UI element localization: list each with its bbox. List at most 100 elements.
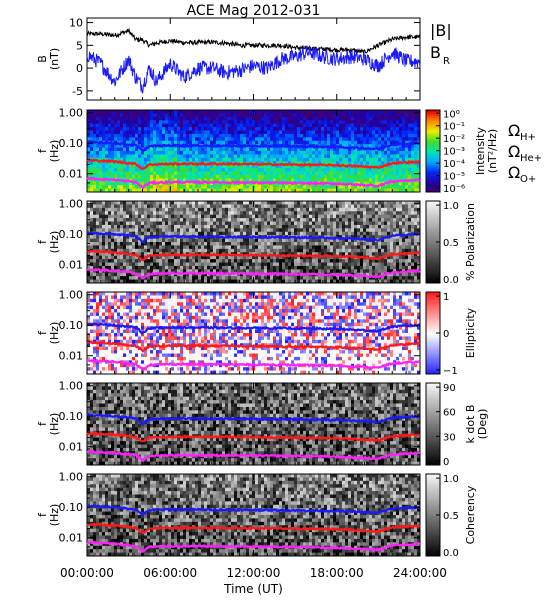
spectrogram-cell (207, 154, 211, 159)
spectrogram-cell (303, 279, 307, 284)
spectrogram-cell (222, 214, 226, 219)
spectrogram-cell (234, 154, 238, 159)
spectrogram-cell (147, 255, 151, 260)
spectrogram-cell (405, 137, 409, 142)
spectrogram-cell (186, 123, 190, 128)
spectrogram-cell (156, 110, 160, 114)
spectrogram-cell (222, 171, 226, 176)
spectrogram-cell (207, 171, 211, 176)
spectrogram-cell (324, 214, 328, 219)
spectrogram-cell (261, 269, 265, 274)
spectrogram-cell (240, 272, 244, 277)
spectrogram-cell (213, 168, 217, 172)
spectrogram-cell (393, 116, 397, 121)
spectrogram-cell (240, 201, 244, 205)
spectrogram-cell (312, 140, 316, 145)
spectrogram-cell (171, 214, 175, 219)
spectrogram-cell (120, 248, 124, 253)
spectrogram-cell (291, 123, 295, 128)
spectrogram-cell (216, 276, 220, 280)
spectrogram-cell (126, 218, 130, 222)
spectrogram-cell (204, 188, 208, 193)
spectrogram-cell (321, 221, 325, 226)
spectrogram-cell (225, 207, 229, 212)
spectrogram-cell (189, 116, 193, 121)
spectrogram-cell (246, 113, 250, 118)
spectrogram-cell (309, 218, 313, 222)
spectrogram-cell (330, 164, 334, 169)
spectrogram-cell (318, 224, 322, 229)
spectrogram-cell (249, 269, 253, 274)
spectrogram-cell (111, 174, 115, 179)
spectrogram-cell (93, 116, 97, 121)
spectrogram-cell (228, 137, 232, 142)
spectrogram-cell (156, 245, 160, 250)
spectrogram-cell (153, 211, 157, 216)
colorbar-segment (426, 124, 440, 127)
spectrogram-cell (165, 211, 169, 216)
spectrogram-cell (102, 242, 106, 246)
spectrogram-cell (417, 120, 421, 125)
spectrogram-cell (210, 116, 214, 121)
spectrogram-cell (342, 245, 346, 250)
spectrogram-cell (90, 151, 94, 155)
spectrogram-cell (222, 113, 226, 118)
spectrogram-cell (315, 157, 319, 162)
spectrogram-cell (315, 252, 319, 257)
spectrogram-cell (258, 113, 262, 118)
spectrogram-cell (279, 276, 283, 280)
spectrogram-cell (171, 218, 175, 222)
spectrogram-cell (318, 171, 322, 176)
spectrogram-cell (315, 168, 319, 172)
spectrogram-cell (102, 201, 106, 205)
spectrogram-cell (111, 218, 115, 222)
spectrogram-cell (321, 147, 325, 152)
spectrogram-cell (108, 218, 112, 222)
spectrogram-cell (297, 164, 301, 169)
spectrogram-cell (189, 269, 193, 274)
spectrogram-cell (90, 204, 94, 209)
spectrogram-cell (381, 130, 385, 135)
spectrogram-cell (315, 279, 319, 284)
spectrogram-cell (312, 171, 316, 176)
spectrogram-cell (306, 218, 310, 222)
spectrogram-cell (285, 174, 289, 179)
spectrogram-cell (252, 231, 256, 236)
spectrogram-cell (237, 178, 241, 183)
spectrogram-cell (252, 168, 256, 172)
spectrogram-cell (207, 262, 211, 267)
spectrogram-cell (279, 113, 283, 118)
spectrogram-cell (285, 137, 289, 142)
spectrogram-cell (129, 164, 133, 169)
spectrogram-cell (321, 259, 325, 263)
spectrogram-cell (210, 185, 214, 189)
spectrogram-cell (150, 255, 154, 260)
spectrogram-cell (261, 178, 265, 183)
spectrogram-cell (267, 140, 271, 145)
spectrogram-cell (315, 245, 319, 250)
spectrogram-cell (87, 164, 91, 169)
spectrogram-cell (129, 123, 133, 128)
spectrogram-cell (87, 279, 91, 284)
spectrogram-cell (192, 171, 196, 176)
spectrogram-cell (138, 276, 142, 280)
spectrogram-cell (405, 171, 409, 176)
spectrogram-cell (192, 262, 196, 267)
spectrogram-cell (264, 154, 268, 159)
colorbar-segment (426, 187, 440, 191)
spectrogram-cell (138, 171, 142, 176)
spectrogram-cell (243, 211, 247, 216)
spectrogram-cell (189, 231, 193, 236)
spectrogram-cell (402, 133, 406, 138)
spectrogram-cell (408, 123, 412, 128)
spectrogram-cell (291, 279, 295, 284)
spectrogram-cell (123, 133, 127, 138)
spectrogram-cell (327, 154, 331, 159)
spectrogram-cell (105, 154, 109, 159)
spectrogram-cell (171, 248, 175, 253)
spectrogram-cell (378, 178, 382, 183)
spectrogram-cell (387, 174, 391, 179)
spectrogram-cell (252, 127, 256, 131)
spectrogram-cell (381, 178, 385, 183)
spectrogram-cell (204, 164, 208, 169)
